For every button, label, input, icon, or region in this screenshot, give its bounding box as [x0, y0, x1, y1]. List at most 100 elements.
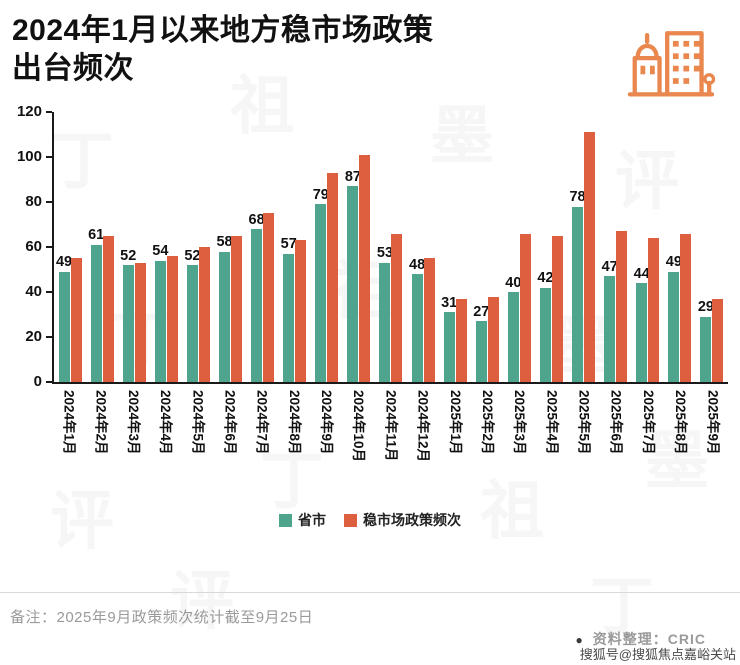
bar-group: 49: [664, 112, 696, 382]
bar-col: 52: [120, 112, 136, 382]
bar-稳市场政策频次: [712, 298, 724, 382]
bar-value-label: 53: [376, 245, 394, 262]
x-axis-label: 2025年6月: [608, 390, 624, 455]
bar-col: 53: [376, 112, 394, 382]
x-axis-label: 2025年9月: [705, 390, 721, 455]
bar-稳市场政策频次: [198, 247, 210, 382]
watermark-text: 搜狐号@搜狐焦点嘉峪关站: [579, 647, 736, 662]
bar-col: 87: [345, 112, 361, 382]
bar-省市: [475, 321, 487, 382]
bar-省市: [283, 253, 295, 382]
bar-value-label: 44: [633, 265, 650, 282]
x-axis-labels: 2024年1月 2024年2月 2024年3月 2024年4月 2024年5月 2024年…: [52, 384, 728, 506]
bar-col: 58: [216, 112, 233, 382]
bar-稳市场政策频次: [70, 258, 82, 382]
bar-group: 42: [535, 112, 567, 382]
bar-group: 61: [86, 112, 118, 382]
bar-value-label: 31: [441, 294, 458, 311]
bar-value-label: 48: [409, 256, 426, 273]
x-axis-label: 2024年10月: [351, 390, 367, 463]
bar-group: 58: [214, 112, 246, 382]
bar-省市: [347, 186, 359, 382]
source-text: 资料整理：CRIC: [592, 631, 706, 647]
bar-value-label: 47: [601, 258, 618, 275]
x-axis-label: 2024年3月: [125, 390, 141, 455]
x-axis-label: 2025年7月: [640, 390, 656, 455]
bar-稳市场政策频次: [295, 240, 307, 382]
bar-col: 27: [473, 112, 489, 382]
x-axis-label: 2024年8月: [286, 390, 302, 455]
bar-省市: [572, 206, 584, 382]
bar-value-label: 49: [55, 254, 73, 271]
chart: 0 20 40 60 80 100 120 49 61 52 54 52 58 68 57 79 87 53 48…: [0, 104, 740, 530]
bar-value-label: 79: [312, 186, 329, 203]
y-tick-mark: [46, 246, 52, 248]
bar-col: [391, 112, 403, 382]
bar-省市: [122, 265, 134, 382]
y-tick-label: 20: [25, 328, 42, 345]
bar-col: 79: [312, 112, 329, 382]
bar-稳市场政策频次: [455, 298, 467, 382]
title-line-1: 2024年1月以来地方稳市场政策: [12, 14, 434, 47]
y-tick-label: 60: [25, 238, 42, 255]
bar-col: [70, 112, 82, 382]
bar-col: [584, 112, 596, 382]
header: 2024年1月以来地方稳市场政策 出台频次: [0, 0, 740, 102]
bar-col: 57: [280, 112, 297, 382]
bar-col: 78: [569, 112, 586, 382]
bar-group: 87: [343, 112, 375, 382]
title-line-2: 出台频次: [12, 52, 134, 86]
bar-group: 44: [632, 112, 664, 382]
bar-省市: [186, 265, 198, 382]
bar-稳市场政策频次: [487, 296, 499, 382]
x-axis-label: 2024年5月: [190, 390, 206, 455]
bar-group: 79: [311, 112, 343, 382]
x-axis-label: 2025年8月: [673, 390, 689, 455]
bar-col: [263, 112, 275, 382]
bar-group: 78: [568, 112, 600, 382]
bar-group: 68: [247, 112, 279, 382]
chart-plot-wrap: 0 20 40 60 80 100 120 49 61 52 54 52 58 68 57 79 87 53 48…: [0, 104, 740, 389]
bar-col: 52: [184, 112, 201, 382]
x-axis-label: 2024年6月: [222, 390, 238, 455]
x-axis-label: 2025年1月: [447, 390, 463, 455]
bar-group: 52: [182, 112, 214, 382]
bar-col: [198, 112, 210, 382]
bar-col: [519, 112, 531, 382]
bar-col: [231, 112, 243, 382]
bar-省市: [539, 287, 551, 382]
bar-col: 42: [537, 112, 554, 382]
bar-省市: [668, 271, 680, 382]
bar-col: [455, 112, 467, 382]
y-tick-mark: [46, 111, 52, 113]
x-axis-label: 2024年12月: [415, 390, 431, 463]
legend-item: 省市: [279, 510, 326, 530]
bar-group: 31: [439, 112, 471, 382]
bar-col: 68: [249, 112, 265, 382]
bar-省市: [604, 276, 616, 382]
bar-group: 27: [471, 112, 503, 382]
bar-col: [680, 112, 692, 382]
bar-稳市场政策频次: [616, 231, 628, 382]
bar-group: 52: [118, 112, 150, 382]
footer: 备注：2025年9月政策频次统计截至9月25日 ● 资料整理：CRIC 搜狐号@搜…: [0, 592, 740, 665]
bar-col: [166, 112, 178, 382]
y-axis: 0 20 40 60 80 100 120: [6, 104, 52, 389]
bar-col: [616, 112, 628, 382]
x-axis-label: 2024年4月: [158, 390, 174, 455]
x-axis-label: 2025年3月: [512, 390, 528, 455]
legend-label: 稳市场政策频次: [363, 512, 461, 528]
bar-value-label: 57: [280, 236, 297, 253]
bar-稳市场政策频次: [648, 238, 660, 382]
bar-value-label: 52: [184, 247, 201, 264]
bar-col: [102, 112, 114, 382]
bar-稳市场政策频次: [584, 132, 596, 382]
legend: 省市 稳市场政策频次: [0, 510, 740, 530]
bar-省市: [411, 274, 423, 382]
legend-label: 省市: [298, 512, 326, 528]
bar-稳市场政策频次: [551, 235, 563, 382]
x-axis-label: 2024年2月: [93, 390, 109, 455]
bar-value-label: 49: [665, 254, 682, 271]
buildings-icon: [627, 31, 716, 97]
source-credit: ● 资料整理：CRIC: [576, 629, 706, 649]
